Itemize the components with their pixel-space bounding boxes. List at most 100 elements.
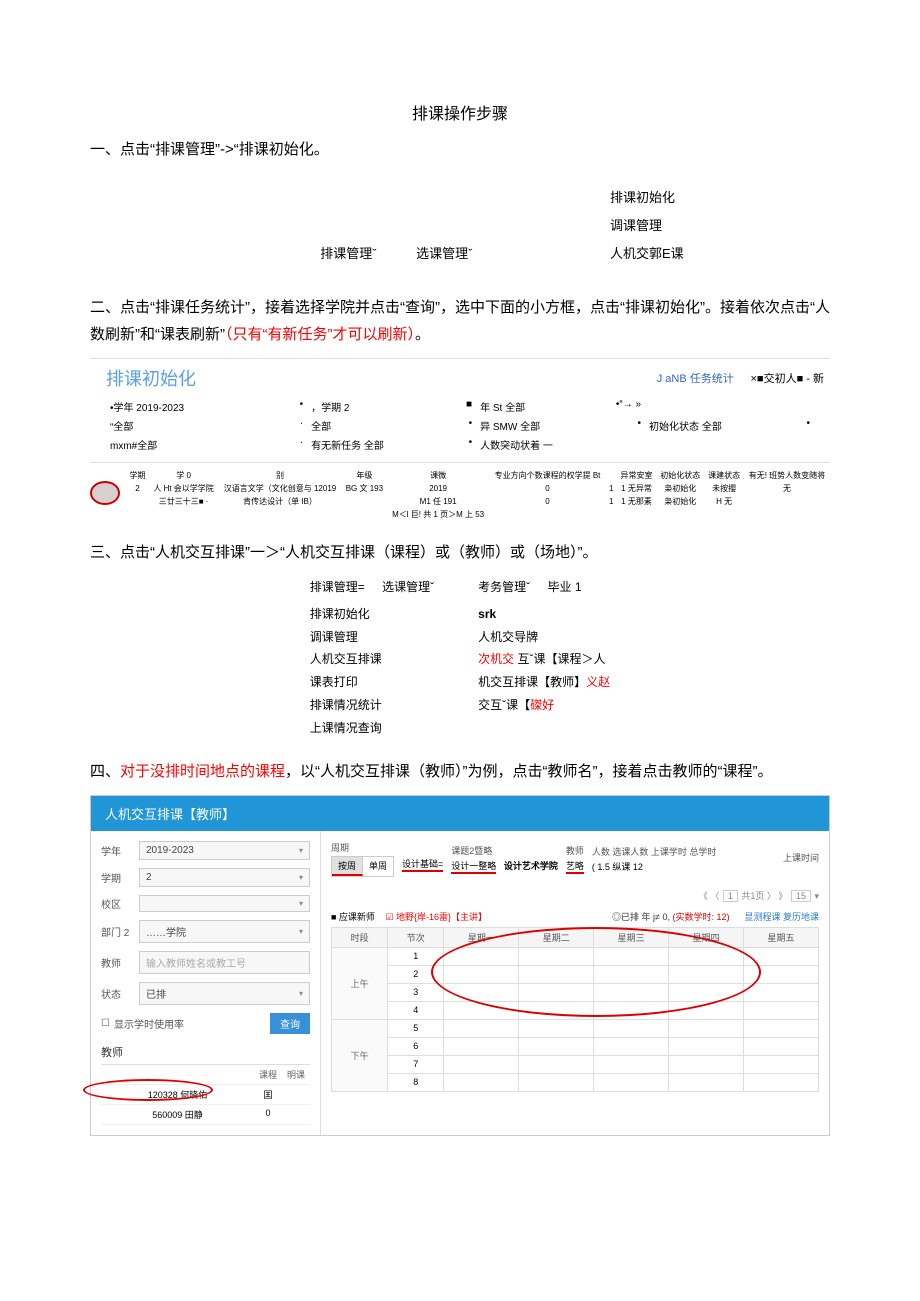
am-label: 上午	[332, 947, 388, 1019]
year-select[interactable]: 2019-2023▾	[139, 841, 310, 860]
caret-icon: •	[469, 418, 473, 433]
step-3: 三、点击“人机交互排课”一＞“人机交互排课（课程）或（教师）或（场地）”。	[90, 539, 830, 566]
toolbar-item: ☑ 地野{岸-16雷}【主讲】	[385, 912, 487, 922]
step-2-text: 二、点击“排课任务统计”，接着选择学院并点击“查询”，选中下面的小方框，点击“排…	[90, 299, 830, 343]
teacher-col-value: 艺略	[566, 859, 584, 874]
table-cell	[617, 508, 657, 521]
panel4-header: 人机交互排课【教师】	[91, 796, 829, 831]
menu-item: 调课管理	[310, 626, 448, 649]
col-section: 节次	[388, 927, 444, 947]
table-header: 学 0	[149, 469, 218, 482]
schedule-grid[interactable]: 时段 节次 星期一 星期二 星期三 星期四 星期五 上午1 2 3 4 下午5	[331, 927, 819, 1092]
caret-icon: •	[806, 418, 810, 433]
menu-item: 排课初始化	[310, 603, 448, 626]
table-cell: 汉语言文学（文化创意与 12019	[218, 482, 342, 495]
caret-icon: •	[300, 399, 304, 414]
topic-value: 设计一整略 设计艺术学院	[451, 859, 558, 874]
table-cell	[126, 508, 149, 521]
table-cell	[342, 495, 387, 508]
table-cell	[744, 495, 830, 508]
menu-item: 毕业 1	[548, 580, 582, 594]
query-button[interactable]: 查询	[270, 1013, 310, 1034]
filter-year: •学年 2019-2023	[110, 399, 184, 414]
dept-select[interactable]: ……学院▾	[139, 920, 310, 943]
step-4-red: 对于没排时间地点的课程	[120, 763, 285, 780]
teacher-input[interactable]: 输入教师姓名或教工号	[139, 951, 310, 974]
interactive-schedule-panel: 人机交互排课【教师】 学年 2019-2023▾ 学期 2▾ 校区 ▾ 部门 2…	[90, 795, 830, 1136]
table-cell: 未按撄	[704, 482, 744, 495]
col-tue: 星期二	[519, 927, 594, 947]
menu-item: srk	[478, 603, 610, 626]
task-table-wrap: 学期学 0别年级课微专业方向个数课程的权学提 Bt异常安室初始化状态课建状态有无…	[90, 469, 830, 521]
table-cell	[342, 508, 387, 521]
table-cell: 2	[126, 482, 149, 495]
red-circle-checkbox	[90, 481, 120, 505]
teacher-col-label: 教师	[566, 844, 584, 857]
term-select[interactable]: 2▾	[139, 868, 310, 887]
menu-screenshot-3: 排课管理= 选课管理ˇ 排课初始化 调课管理 人机交互排课 课表打印 排课情况统…	[90, 576, 830, 740]
toolbar-item: ■ 应课新师	[331, 912, 375, 922]
table-cell: 1 无那素	[617, 495, 657, 508]
table-cell: BG 文 193	[342, 482, 387, 495]
period-toggle[interactable]: 按周 单周	[331, 856, 394, 877]
table-cell: 三廿三十三■ ·	[149, 495, 218, 508]
status-select[interactable]: 已排▾	[139, 982, 310, 1005]
table-cell: 1	[606, 495, 617, 508]
table-cell: 枭初始化	[656, 495, 704, 508]
menu-item: 次机交 互ˇ课【课程＞人	[478, 648, 610, 671]
teacher-list: 课程 明课 120328 何晓佑 囯 560009 田静 0	[101, 1064, 310, 1125]
table-cell: 0	[489, 482, 606, 495]
table-cell: 人 Ht 会以学学院	[149, 482, 218, 495]
panel-title: 排课初始化	[96, 365, 196, 391]
menu-item: 交互ˇ课【磔好	[478, 694, 610, 717]
menu-item: 排课管理=	[310, 580, 365, 594]
col-fri: 星期五	[744, 927, 819, 947]
step-2: 二、点击“排课任务统计”，接着选择学院并点击“查询”，选中下面的小方框，点击“排…	[90, 294, 830, 348]
menu-item: 机交互排课【教师】义赵	[478, 671, 610, 694]
table-cell: M＜l 巨! 共 1 页＞M 上 53	[387, 508, 489, 521]
table-cell: 0	[489, 495, 606, 508]
col-detail: 明课	[282, 1068, 310, 1081]
step-4-rest: ，以“人机交互排课（教师）”为例，点击“教师名”，接着点击教师的“课程”。	[285, 763, 772, 780]
caret-icon: •“→ »	[616, 399, 641, 414]
table-cell	[606, 508, 617, 521]
menu-item: 排课情况统计	[310, 694, 448, 717]
col-name	[101, 1068, 254, 1081]
col-mon: 星期一	[444, 927, 519, 947]
table-header: 学期	[126, 469, 149, 482]
table-cell	[489, 508, 606, 521]
scheduled-hours: ◎已排 年 j≠ 0, (实数学时: 12)	[612, 912, 729, 922]
campus-select[interactable]: ▾	[139, 895, 310, 912]
menu-item: 人机交郭Ε课	[610, 241, 684, 267]
year-label: 学年	[101, 843, 139, 858]
course-info-row: 周期 按周 单周 设计基础= 课题2暨略 设计一整略	[331, 841, 819, 877]
pager[interactable]: 《 〈 1 共1页 〉 》 15 ▾	[331, 889, 819, 902]
step-4: 四、对于没排时间地点的课程，以“人机交互排课（教师）”为例，点击“教师名”，接着…	[90, 758, 830, 785]
checkbox-icon[interactable]: ☐	[101, 1018, 110, 1029]
menu-item: 上课情况查询	[310, 717, 448, 740]
menu-item: 考务管理ˇ	[478, 580, 530, 594]
reset-links[interactable]: 显测程课 复历地课	[744, 912, 819, 922]
task-table: 学期学 0别年级课微专业方向个数课程的权学提 Bt异常安室初始化状态课建状态有无…	[126, 469, 830, 521]
table-cell	[149, 508, 218, 521]
table-cell	[218, 508, 342, 521]
table-cell	[704, 508, 744, 521]
table-header	[606, 469, 617, 482]
menu-item: 选课管理ˇ	[382, 580, 434, 594]
caret-icon: ■	[466, 399, 472, 414]
status-label: 状态	[101, 986, 139, 1001]
filter-all2: 全部	[311, 418, 331, 433]
chevron-down-icon: ▾	[299, 927, 303, 936]
step-2-end: 。	[415, 326, 430, 343]
filter-grade: 年 St 全部	[480, 399, 525, 414]
table-header: 课微	[387, 469, 489, 482]
table-header: 课建状态	[704, 469, 744, 482]
menu-item: 排课初始化	[610, 185, 684, 211]
teacher-row[interactable]: 560009 田静 0	[101, 1105, 310, 1125]
red-highlight-teacher	[83, 1079, 213, 1101]
counts-value: ( 1.5 纵课 12	[592, 860, 775, 873]
table-cell: 肯传达设计（单 IB）	[218, 495, 342, 508]
filter-all1: “全部	[110, 418, 133, 433]
course-name: 设计基础=	[402, 857, 443, 872]
table-cell: 2019	[387, 482, 489, 495]
